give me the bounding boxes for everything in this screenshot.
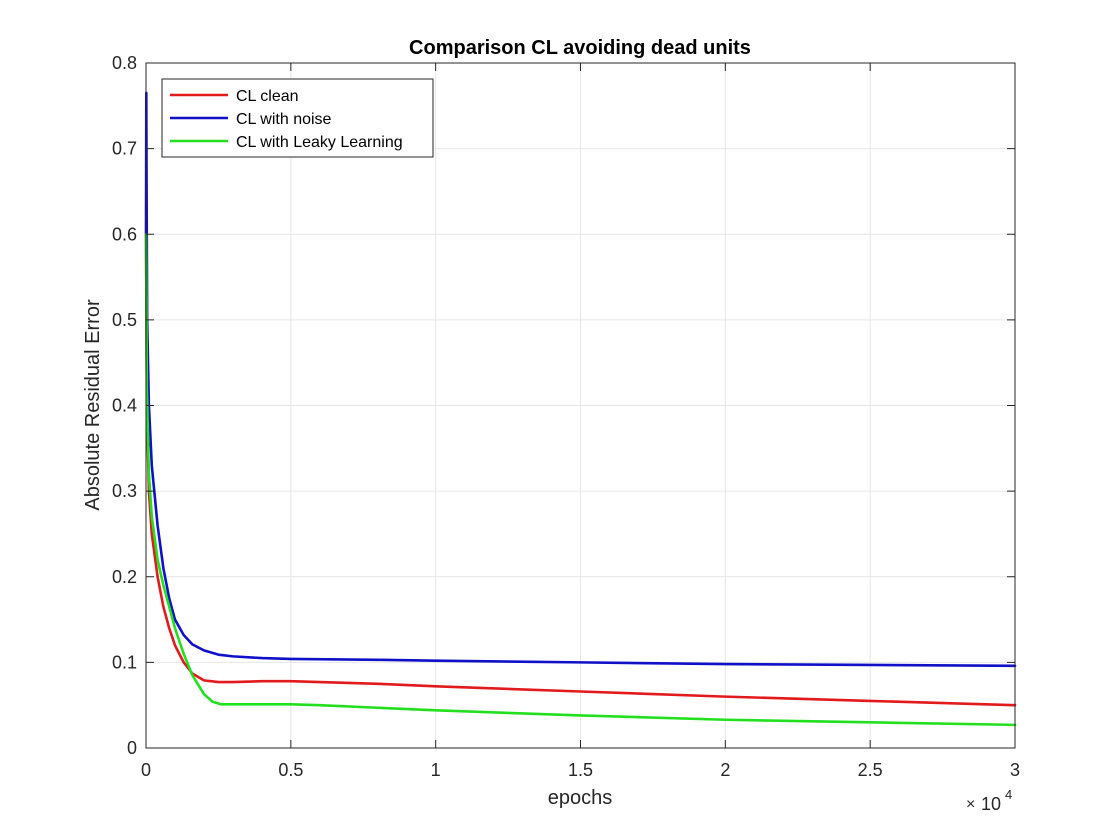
y-tick-label: 0 — [127, 738, 137, 758]
series-line-cl-clean — [144, 232, 1017, 707]
legend-label-cl-with-leaky-learning: CL with Leaky Learning — [236, 134, 403, 151]
series-line-cl-with-noise — [144, 91, 1017, 668]
y-tick-label: 0.5 — [112, 310, 137, 330]
legend: CL clean CL with noise CL with Leaky Lea… — [161, 78, 434, 158]
y-tick-label: 0.2 — [112, 567, 137, 587]
x-tick-label: 1 — [431, 760, 441, 780]
x-exponent: × 10 4 — [966, 787, 1012, 814]
x-tick-label: 2.5 — [858, 760, 883, 780]
y-tick-label: 0.1 — [112, 652, 137, 672]
axis-ticks: 0 0.5 1 1.5 2 2.5 3 0 0.1 0.2 0.3 0.4 0.5 0.6 0.7 0.8 — [112, 53, 1020, 780]
y-axis-label: Absolute Residual Error — [82, 299, 104, 511]
x-exponent-power: 4 — [1005, 787, 1012, 802]
y-tick-label: 0.7 — [112, 139, 137, 159]
series-line-cl-with-leaky-learning — [144, 232, 1017, 727]
y-tick-label: 0.3 — [112, 481, 137, 501]
legend-label-cl-clean: CL clean — [236, 88, 299, 105]
x-tick-label: 0.5 — [278, 760, 303, 780]
x-tick-label: 2 — [720, 760, 730, 780]
x-tick-label: 0 — [141, 760, 151, 780]
legend-label-cl-with-noise: CL with noise — [236, 111, 332, 128]
y-tick-label: 0.6 — [112, 224, 137, 244]
x-exponent-base: 10 — [981, 794, 1001, 814]
x-tick-label: 1.5 — [568, 760, 593, 780]
y-tick-label: 0.8 — [112, 53, 137, 73]
chart-title: Comparison CL avoiding dead units — [409, 37, 751, 59]
x-exponent-times-sign: × — [966, 796, 975, 813]
series-lines — [144, 91, 1017, 727]
x-tick-label: 3 — [1010, 760, 1020, 780]
y-tick-label: 0.4 — [112, 396, 137, 416]
x-axis-label: epochs — [548, 787, 613, 809]
